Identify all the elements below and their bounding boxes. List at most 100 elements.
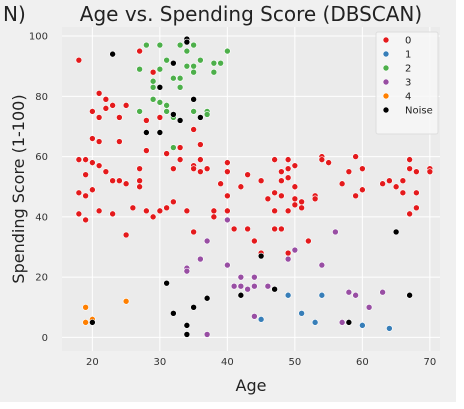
- point-cluster-noise: [183, 38, 191, 46]
- point-cluster-noise: [257, 252, 265, 260]
- point-cluster-0: [82, 216, 89, 224]
- point-cluster-0: [82, 192, 89, 200]
- y-tick-label: 0: [42, 333, 48, 344]
- legend-box: [375, 31, 439, 135]
- x-tick-label: 70: [424, 357, 437, 368]
- point-cluster-0: [190, 126, 197, 133]
- legend-label: 0: [405, 36, 411, 47]
- point-cluster-3: [224, 216, 231, 224]
- point-cluster-2: [156, 99, 164, 106]
- point-cluster-0: [95, 207, 103, 215]
- point-cluster-2: [163, 56, 170, 64]
- point-cluster-3: [284, 255, 292, 263]
- point-cluster-0: [338, 180, 346, 188]
- point-cluster-noise: [156, 129, 164, 136]
- point-cluster-0: [318, 156, 326, 163]
- point-cluster-2: [210, 68, 218, 76]
- point-cluster-2: [217, 59, 224, 67]
- point-cluster-0: [386, 177, 393, 185]
- point-cluster-3: [183, 267, 191, 275]
- point-cluster-0: [89, 159, 96, 166]
- point-cluster-0: [359, 165, 366, 172]
- point-cluster-noise: [345, 319, 353, 326]
- point-cluster-0: [291, 201, 299, 209]
- point-cluster-0: [203, 165, 211, 172]
- point-cluster-0: [284, 249, 292, 257]
- legend-marker: [382, 106, 390, 114]
- point-cluster-0: [176, 144, 184, 151]
- point-cluster-3: [318, 261, 326, 269]
- point-cluster-0: [352, 192, 359, 200]
- point-cluster-0: [413, 168, 420, 175]
- point-cluster-0: [122, 180, 130, 188]
- point-cluster-4: [122, 297, 130, 305]
- point-cluster-noise: [143, 129, 150, 136]
- point-cluster-0: [224, 207, 231, 215]
- point-cluster-0: [136, 47, 143, 55]
- point-cluster-2: [170, 144, 177, 151]
- point-cluster-0: [298, 198, 305, 206]
- x-tick-label: 50: [289, 357, 302, 368]
- point-cluster-3: [332, 228, 339, 236]
- point-cluster-0: [399, 177, 407, 185]
- point-cluster-0: [183, 207, 191, 215]
- point-cluster-1: [359, 322, 366, 329]
- point-cluster-0: [406, 156, 413, 163]
- point-cluster-0: [311, 195, 319, 203]
- point-cluster-0: [413, 204, 420, 212]
- point-cluster-3: [237, 282, 245, 290]
- point-cluster-0: [163, 150, 170, 157]
- point-cluster-0: [95, 114, 103, 121]
- point-cluster-2: [210, 59, 218, 67]
- point-cluster-3: [203, 237, 211, 245]
- point-cluster-0: [116, 177, 123, 185]
- point-cluster-0: [156, 114, 164, 121]
- x-tick-label: 30: [154, 357, 167, 368]
- point-cluster-0: [359, 186, 366, 194]
- point-cluster-2: [176, 41, 184, 49]
- point-cluster-0: [264, 195, 272, 203]
- point-cluster-0: [210, 207, 218, 215]
- point-cluster-0: [136, 165, 143, 172]
- point-cluster-0: [75, 56, 83, 64]
- point-cluster-3: [197, 255, 204, 263]
- point-cluster-0: [426, 168, 434, 175]
- point-cluster-0: [224, 159, 231, 166]
- point-cluster-3: [291, 246, 299, 254]
- legend-label: 4: [405, 92, 411, 103]
- point-cluster-0: [89, 186, 96, 194]
- point-cluster-0: [89, 135, 96, 142]
- point-cluster-noise: [170, 310, 177, 317]
- point-cluster-0: [143, 147, 150, 154]
- point-cluster-0: [257, 177, 265, 185]
- point-cluster-2: [183, 62, 191, 70]
- x-axis-label: Age: [236, 376, 267, 395]
- point-cluster-4: [82, 319, 89, 326]
- point-cluster-0: [109, 210, 116, 218]
- point-cluster-3: [352, 291, 359, 299]
- point-cluster-noise: [197, 114, 204, 121]
- point-cluster-0: [75, 189, 83, 197]
- point-cluster-noise: [203, 294, 211, 302]
- point-cluster-2: [156, 41, 164, 49]
- y-tick-label: 40: [35, 212, 48, 223]
- point-cluster-0: [176, 156, 184, 163]
- y-tick-label: 60: [35, 152, 48, 163]
- point-cluster-3: [338, 319, 346, 326]
- legend-label: 2: [405, 64, 411, 75]
- point-cluster-0: [271, 189, 278, 197]
- point-cluster-noise: [163, 279, 170, 287]
- point-cluster-3: [230, 282, 238, 290]
- point-cluster-0: [379, 180, 386, 188]
- point-cluster-0: [278, 168, 285, 175]
- point-cluster-0: [406, 165, 413, 172]
- point-cluster-1: [298, 310, 305, 317]
- point-cluster-0: [271, 207, 278, 215]
- point-cluster-0: [143, 207, 150, 215]
- point-cluster-0: [406, 210, 413, 218]
- point-cluster-0: [345, 168, 353, 175]
- point-cluster-0: [325, 159, 332, 166]
- point-cluster-3: [365, 303, 373, 311]
